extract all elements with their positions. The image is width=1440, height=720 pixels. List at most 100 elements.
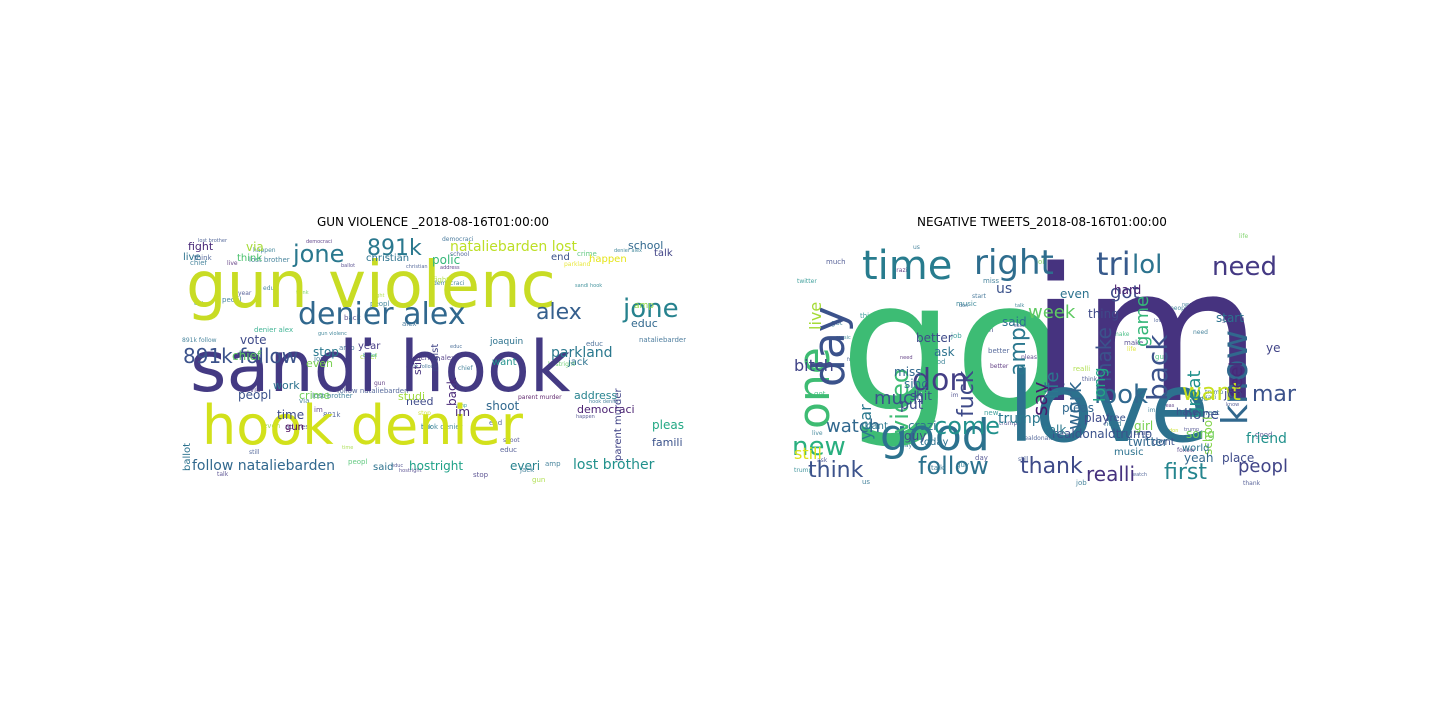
cloud-word: christian: [366, 253, 410, 264]
cloud-word: game: [1132, 296, 1153, 348]
cloud-word: gun: [285, 422, 305, 433]
cloud-filler-word: hostright: [548, 361, 576, 368]
cloud-word: thing: [1088, 307, 1119, 321]
cloud-word: ask: [934, 345, 955, 359]
panel-title: NEGATIVE TWEETS_2018-08-16T01:00:00: [917, 215, 1167, 229]
cloud-filler-word: don: [959, 303, 969, 309]
cloud-filler-word: even: [263, 422, 281, 430]
cloud-word: want: [1182, 378, 1241, 406]
cloud-filler-word: denier alex: [614, 248, 642, 254]
cloud-filler-word: crime: [577, 250, 597, 258]
cloud-filler-word: good: [1255, 431, 1273, 439]
cloud-word: vote: [240, 333, 267, 347]
cloud-filler-word: chief: [458, 365, 473, 372]
cloud-word: much: [874, 388, 925, 409]
cloud-word: gun violenc: [186, 249, 556, 323]
cloud-filler-word: denier alex: [254, 326, 294, 334]
cloud-word: got: [1110, 282, 1140, 303]
cloud-filler-word: don: [1169, 428, 1179, 434]
cloud-filler-word: address: [440, 265, 460, 271]
cloud-word: said: [373, 462, 394, 473]
wordcloud-panel-negative-tweets: NEGATIVE TWEETS_2018-08-16T01:00:00 job t…: [788, 212, 1296, 494]
cloud-filler-word: hostright: [399, 468, 422, 474]
cloud-word: peopl: [238, 388, 272, 402]
cloud-word: alex: [536, 300, 582, 325]
cloud-filler-word: today: [895, 442, 913, 449]
cloud-word: still: [411, 355, 424, 375]
cloud-filler-word: new: [1182, 302, 1193, 308]
cloud-filler-word: ask: [875, 310, 887, 318]
cloud-filler-word: guy: [1155, 353, 1169, 361]
cloud-filler-word: fight: [433, 276, 450, 284]
cloud-word: trump: [998, 411, 1041, 427]
cloud-word: think: [808, 458, 864, 483]
cloud-word: think: [237, 253, 263, 264]
cloud-filler-word: educ: [263, 285, 278, 292]
cloud-filler-word: watch: [1132, 472, 1148, 478]
cloud-filler-word: back: [344, 314, 361, 322]
cloud-filler-word: educ: [500, 446, 518, 454]
cloud-word: famili: [652, 436, 683, 449]
cloud-filler-word: start: [972, 293, 986, 300]
cloud-word: put: [900, 397, 924, 413]
cloud-word: long: [1090, 367, 1109, 403]
cloud-filler-word: need: [900, 355, 913, 361]
cloud-word: stop: [313, 345, 339, 359]
cloud-filler-word: job: [951, 332, 962, 340]
cloud-word: friend: [1246, 431, 1287, 447]
cloud-word: nataliebarden lost: [450, 239, 577, 255]
cloud-filler-word: know: [1226, 402, 1240, 408]
cloud-word: polic: [432, 253, 461, 267]
cloud-word: happen: [589, 254, 627, 265]
cloud-word: im: [455, 405, 471, 419]
cloud-filler-word: school: [450, 251, 470, 258]
cloud-filler-word: got: [831, 319, 843, 327]
cloud-word: 891k follow: [183, 344, 299, 368]
cloud-word: follow: [918, 452, 989, 480]
cloud-filler-word: nataliebarden lost: [639, 336, 686, 344]
cloud-filler-word: shoot: [503, 437, 520, 444]
cloud-word: denier alex: [298, 297, 466, 332]
cloud-word: start: [1216, 311, 1244, 325]
cloud-word: even: [306, 357, 334, 370]
cloud-filler-word: got: [814, 390, 826, 398]
cloud-filler-word: parent murder: [518, 394, 562, 401]
word-cloud: job time think us music got still life make us nee…: [788, 232, 1296, 494]
cloud-filler-word: realdonaldtrump: [1022, 435, 1073, 442]
cloud-filler-word: ballot: [363, 353, 378, 359]
cloud-filler-word: make: [1124, 339, 1144, 347]
cloud-filler-word: music: [956, 300, 977, 308]
cloud-word: hostright: [409, 459, 464, 473]
cloud-filler-word: trump: [999, 420, 1018, 427]
cloud-filler-word: miss: [983, 277, 1000, 285]
cloud-filler-word: democraci: [442, 236, 474, 243]
cloud-word: fight: [188, 240, 214, 253]
cloud-filler-word: time: [1134, 429, 1150, 437]
cloud-word: life: [1042, 371, 1063, 400]
cloud-filler-word: democraci: [433, 280, 465, 287]
cloud-filler-word: lost brother: [249, 256, 290, 264]
cloud-filler-word: im: [314, 406, 323, 414]
cloud-filler-word: us: [913, 244, 920, 251]
cloud-word: follow nataliebarden: [192, 458, 336, 474]
cloud-word: im: [1030, 232, 1262, 444]
cloud-filler-word: school: [1222, 317, 1245, 325]
cloud-filler-word: lost brother: [312, 392, 353, 400]
cloud-word: come: [934, 412, 1001, 440]
cloud-filler-word: denier alex: [416, 354, 456, 362]
cloud-word: live: [183, 252, 201, 263]
cloud-filler-word: happen: [576, 414, 595, 420]
cloud-filler-word: much: [826, 258, 846, 266]
cloud-filler-word: time: [342, 445, 354, 451]
cloud-filler-word: follow nataliebarden: [337, 387, 409, 395]
cloud-filler-word: day: [975, 454, 988, 462]
cloud-word: educ: [631, 317, 658, 330]
cloud-filler-word: amp: [456, 403, 468, 409]
cloud-word: place: [1222, 451, 1255, 465]
cloud-word: lol: [1132, 250, 1163, 280]
cloud-filler-word: day: [1054, 382, 1066, 389]
cloud-word: twitter: [1128, 435, 1168, 449]
cloud-filler-word: gun violenc: [318, 331, 347, 337]
cloud-filler-word: think: [194, 254, 212, 262]
cloud-word: job: [1224, 387, 1243, 401]
